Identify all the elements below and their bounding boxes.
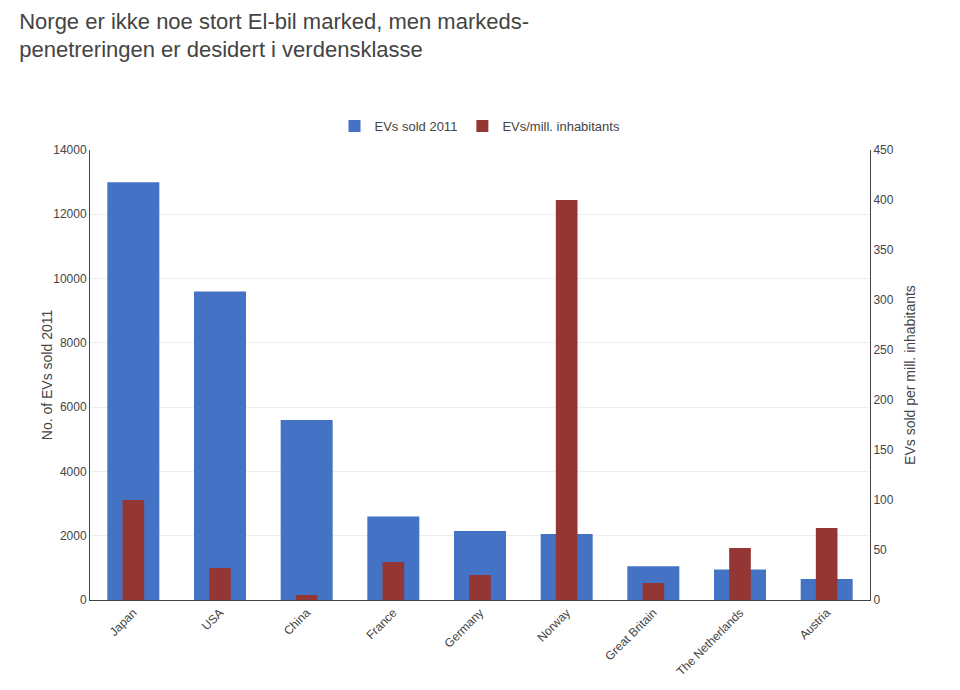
svg-text:2000: 2000 bbox=[60, 529, 87, 543]
svg-text:0: 0 bbox=[873, 593, 880, 607]
svg-text:4000: 4000 bbox=[60, 465, 87, 479]
svg-text:250: 250 bbox=[873, 343, 893, 357]
svg-text:450: 450 bbox=[873, 143, 893, 157]
svg-text:6000: 6000 bbox=[60, 400, 87, 414]
svg-text:50: 50 bbox=[873, 543, 887, 557]
svg-text:EVs sold 2011: EVs sold 2011 bbox=[375, 119, 458, 134]
svg-text:Norway: Norway bbox=[534, 606, 573, 645]
svg-text:Japan: Japan bbox=[107, 606, 140, 639]
svg-text:8000: 8000 bbox=[60, 336, 87, 350]
svg-text:No. of EVs sold 2011: No. of EVs sold 2011 bbox=[39, 310, 55, 441]
svg-text:10000: 10000 bbox=[53, 272, 87, 286]
svg-text:12000: 12000 bbox=[53, 207, 87, 221]
svg-text:China: China bbox=[281, 606, 313, 638]
svg-text:USA: USA bbox=[199, 606, 226, 633]
svg-text:EVs/mill. inhabitants: EVs/mill. inhabitants bbox=[502, 119, 620, 134]
svg-text:Austria: Austria bbox=[797, 606, 834, 643]
svg-text:EVs sold per mill. inhabitants: EVs sold per mill. inhabitants bbox=[902, 285, 918, 465]
svg-text:150: 150 bbox=[873, 443, 893, 457]
svg-text:400: 400 bbox=[873, 193, 893, 207]
svg-text:Norge er ikke noe stort El-bil: Norge er ikke noe stort El-bil marked, m… bbox=[19, 9, 529, 63]
svg-text:0: 0 bbox=[80, 593, 87, 607]
svg-text:Great Britain: Great Britain bbox=[602, 606, 660, 664]
svg-text:14000: 14000 bbox=[53, 143, 87, 157]
svg-text:350: 350 bbox=[873, 243, 893, 257]
svg-text:France: France bbox=[363, 606, 400, 643]
svg-text:Germany: Germany bbox=[442, 606, 487, 651]
svg-text:200: 200 bbox=[873, 393, 893, 407]
svg-text:The Netherlands: The Netherlands bbox=[674, 606, 747, 679]
svg-text:100: 100 bbox=[873, 493, 893, 507]
svg-text:300: 300 bbox=[873, 293, 893, 307]
